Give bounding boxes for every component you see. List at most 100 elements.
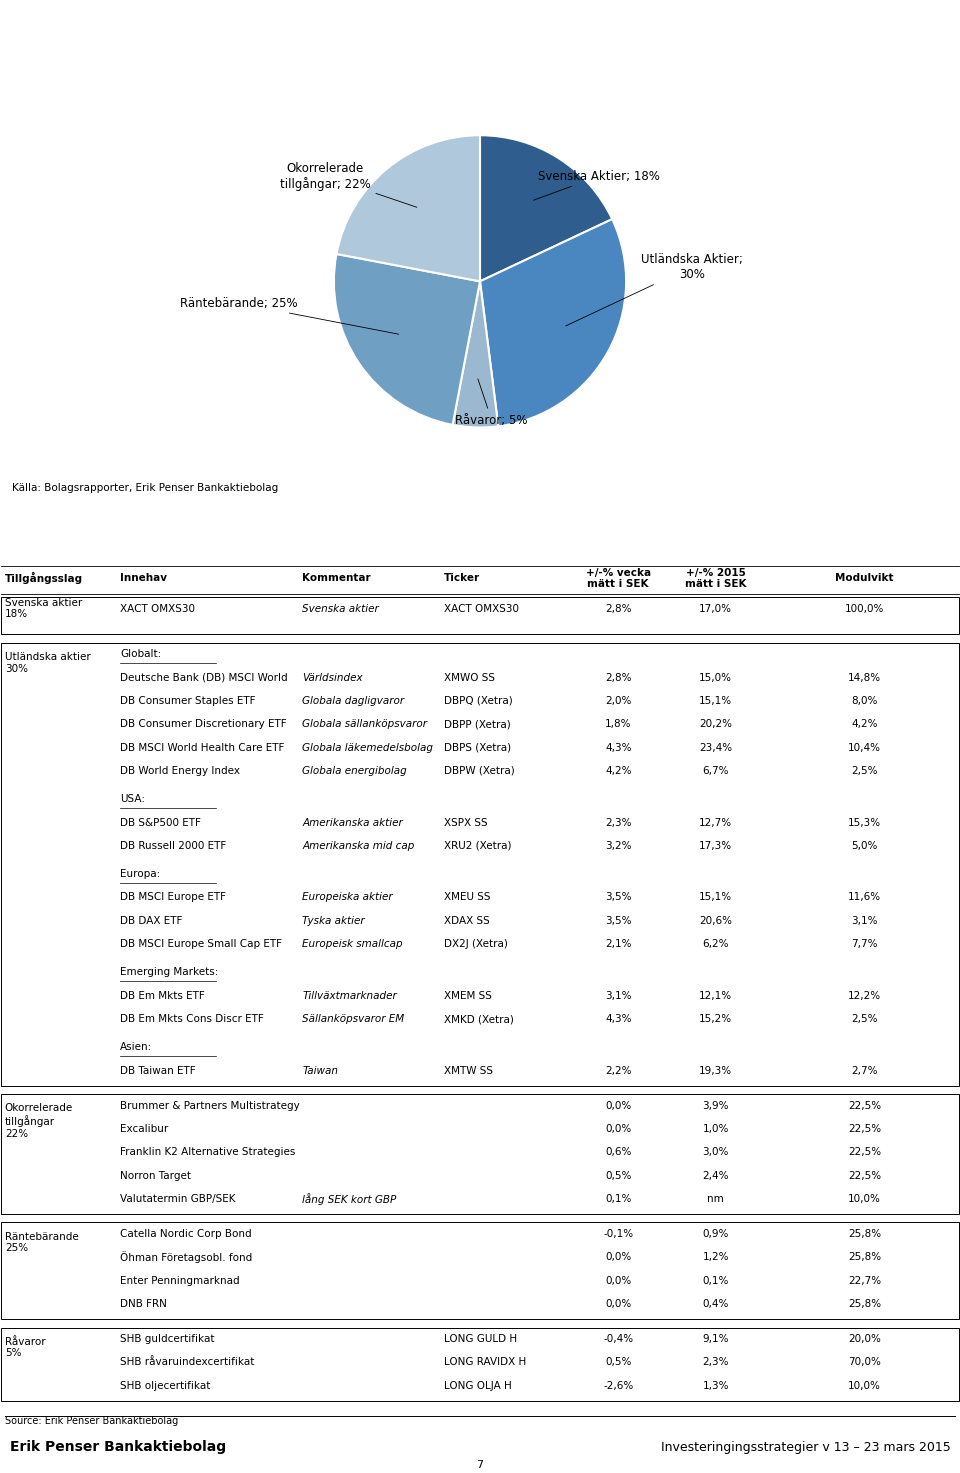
Text: XSPX SS: XSPX SS bbox=[444, 818, 487, 828]
Text: Catella Nordic Corp Bond: Catella Nordic Corp Bond bbox=[120, 1228, 252, 1239]
Text: Franklin K2 Alternative Strategies: Franklin K2 Alternative Strategies bbox=[120, 1147, 296, 1158]
Text: DB Taiwan ETF: DB Taiwan ETF bbox=[120, 1065, 196, 1075]
Text: 2,8%: 2,8% bbox=[605, 604, 632, 614]
Bar bbox=[1, 1094, 959, 1214]
Text: 22,5%: 22,5% bbox=[848, 1100, 881, 1111]
Text: Innehav: Innehav bbox=[120, 573, 167, 583]
Text: Norron Target: Norron Target bbox=[120, 1171, 191, 1181]
Text: 15,1%: 15,1% bbox=[699, 893, 732, 903]
Text: Svenska aktier: Svenska aktier bbox=[302, 604, 379, 614]
Text: 12,2%: 12,2% bbox=[848, 991, 881, 1000]
Text: SHB guldcertifikat: SHB guldcertifikat bbox=[120, 1335, 214, 1345]
Text: 2,8%: 2,8% bbox=[605, 673, 632, 682]
Text: 0,0%: 0,0% bbox=[605, 1124, 632, 1134]
Text: 17,0%: 17,0% bbox=[699, 604, 732, 614]
Text: SHB oljecertifikat: SHB oljecertifikat bbox=[120, 1380, 210, 1391]
Text: Modellportföj - Tillgångsallokering: Modellportföj - Tillgångsallokering bbox=[8, 59, 249, 74]
Text: Utländska Aktier;
30%: Utländska Aktier; 30% bbox=[565, 253, 743, 326]
Text: XMWO SS: XMWO SS bbox=[444, 673, 494, 682]
Text: Globala sällanköpsvaror: Globala sällanköpsvaror bbox=[302, 719, 427, 729]
Text: Amerikanska mid cap: Amerikanska mid cap bbox=[302, 841, 415, 851]
Text: 22,7%: 22,7% bbox=[848, 1276, 881, 1286]
Text: 10,0%: 10,0% bbox=[848, 1380, 881, 1391]
Text: -0,4%: -0,4% bbox=[603, 1335, 634, 1345]
Text: 0,0%: 0,0% bbox=[605, 1100, 632, 1111]
Text: 100,0%: 100,0% bbox=[845, 604, 884, 614]
Text: 20,0%: 20,0% bbox=[848, 1335, 881, 1345]
Text: DB Em Mkts ETF: DB Em Mkts ETF bbox=[120, 991, 204, 1000]
Text: Ticker: Ticker bbox=[444, 573, 480, 583]
Text: 4,2%: 4,2% bbox=[852, 719, 877, 729]
Bar bbox=[1, 642, 959, 1086]
Text: 2,2%: 2,2% bbox=[605, 1065, 632, 1075]
Text: 2,4%: 2,4% bbox=[703, 1171, 729, 1181]
Wedge shape bbox=[334, 253, 480, 424]
Text: LONG OLJA H: LONG OLJA H bbox=[444, 1380, 512, 1391]
Text: +/-% 2015
mätt i SEK: +/-% 2015 mätt i SEK bbox=[684, 567, 747, 589]
Text: -0,1%: -0,1% bbox=[603, 1228, 634, 1239]
Text: Taiwan: Taiwan bbox=[302, 1065, 338, 1075]
Bar bbox=[1, 1327, 959, 1401]
Text: 0,0%: 0,0% bbox=[605, 1276, 632, 1286]
Text: 2,3%: 2,3% bbox=[703, 1358, 729, 1367]
Text: DBPQ (Xetra): DBPQ (Xetra) bbox=[444, 695, 513, 706]
Text: 25,8%: 25,8% bbox=[848, 1299, 881, 1309]
Text: 12,7%: 12,7% bbox=[699, 818, 732, 828]
Text: Asien:: Asien: bbox=[120, 1043, 153, 1052]
Text: 25,8%: 25,8% bbox=[848, 1252, 881, 1262]
Text: DNB FRN: DNB FRN bbox=[120, 1299, 167, 1309]
Text: 0,5%: 0,5% bbox=[605, 1171, 632, 1181]
Text: 4,3%: 4,3% bbox=[605, 742, 632, 753]
Text: 0,9%: 0,9% bbox=[703, 1228, 729, 1239]
Text: XMEU SS: XMEU SS bbox=[444, 893, 490, 903]
Text: 15,3%: 15,3% bbox=[848, 818, 881, 828]
Wedge shape bbox=[480, 219, 626, 426]
Text: DB MSCI Europe ETF: DB MSCI Europe ETF bbox=[120, 893, 226, 903]
Text: Excalibur: Excalibur bbox=[120, 1124, 168, 1134]
Text: 1,0%: 1,0% bbox=[703, 1124, 729, 1134]
Text: 2,5%: 2,5% bbox=[852, 1013, 877, 1024]
Text: Räntebärande; 25%: Räntebärande; 25% bbox=[180, 296, 398, 334]
Text: SHB råvaruindexcertifikat: SHB råvaruindexcertifikat bbox=[120, 1358, 254, 1367]
Text: 22,5%: 22,5% bbox=[848, 1147, 881, 1158]
Text: 22,5%: 22,5% bbox=[848, 1171, 881, 1181]
Text: Modulvikt: Modulvikt bbox=[835, 573, 894, 583]
Text: Enter Penningmarknad: Enter Penningmarknad bbox=[120, 1276, 240, 1286]
Text: Erik Penser Bankaktiebolag: Erik Penser Bankaktiebolag bbox=[10, 1441, 226, 1454]
Text: 70,0%: 70,0% bbox=[848, 1358, 881, 1367]
Text: DB MSCI Europe Small Cap ETF: DB MSCI Europe Small Cap ETF bbox=[120, 940, 282, 949]
Text: 8,0%: 8,0% bbox=[852, 695, 877, 706]
Text: 1,2%: 1,2% bbox=[703, 1252, 729, 1262]
Text: Svenska aktier
18%: Svenska aktier 18% bbox=[5, 598, 82, 620]
Text: LONG GULD H: LONG GULD H bbox=[444, 1335, 516, 1345]
Wedge shape bbox=[452, 281, 498, 427]
Text: 2,0%: 2,0% bbox=[605, 695, 632, 706]
Text: 19,3%: 19,3% bbox=[699, 1065, 732, 1075]
Text: 2,5%: 2,5% bbox=[852, 766, 877, 776]
Text: 7,7%: 7,7% bbox=[852, 940, 877, 949]
Text: 0,6%: 0,6% bbox=[605, 1147, 632, 1158]
Text: XMTW SS: XMTW SS bbox=[444, 1065, 492, 1075]
Text: 0,5%: 0,5% bbox=[605, 1358, 632, 1367]
Text: Råvaror; 5%: Råvaror; 5% bbox=[455, 379, 528, 427]
Text: 1,8%: 1,8% bbox=[605, 719, 632, 729]
Text: 15,2%: 15,2% bbox=[699, 1013, 732, 1024]
Text: Modellportföj Balanserad Allokeringsförvaltning: Modellportföj Balanserad Allokeringsförv… bbox=[8, 529, 345, 541]
Text: DB MSCI World Health Care ETF: DB MSCI World Health Care ETF bbox=[120, 742, 284, 753]
Text: Tyska aktier: Tyska aktier bbox=[302, 916, 365, 925]
Text: Europeisk smallcap: Europeisk smallcap bbox=[302, 940, 403, 949]
Text: USA:: USA: bbox=[120, 794, 145, 804]
Text: 2,7%: 2,7% bbox=[852, 1065, 877, 1075]
Wedge shape bbox=[480, 136, 612, 281]
Text: 0,0%: 0,0% bbox=[605, 1299, 632, 1309]
Text: Globala läkemedelsbolag: Globala läkemedelsbolag bbox=[302, 742, 433, 753]
Text: DBPW (Xetra): DBPW (Xetra) bbox=[444, 766, 515, 776]
Text: 25,8%: 25,8% bbox=[848, 1228, 881, 1239]
Text: Okorrelerade
tillgångar; 22%: Okorrelerade tillgångar; 22% bbox=[279, 162, 417, 208]
Text: 5,0%: 5,0% bbox=[852, 841, 877, 851]
Text: XDAX SS: XDAX SS bbox=[444, 916, 490, 925]
Text: 6,7%: 6,7% bbox=[703, 766, 729, 776]
Text: DBPS (Xetra): DBPS (Xetra) bbox=[444, 742, 511, 753]
Text: 20,6%: 20,6% bbox=[699, 916, 732, 925]
Text: Källa: Bolagsrapporter, Erik Penser Bankaktiebolag: Källa: Bolagsrapporter, Erik Penser Bank… bbox=[12, 483, 277, 492]
